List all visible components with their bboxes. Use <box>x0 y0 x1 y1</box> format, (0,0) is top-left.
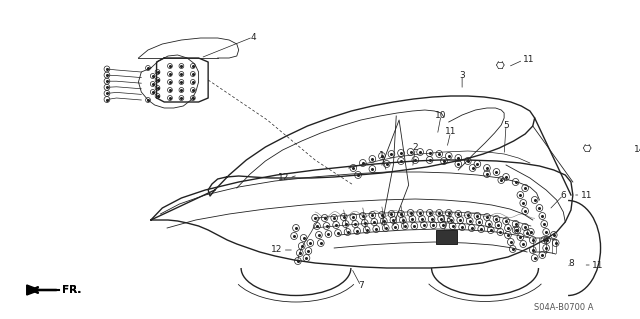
Text: 14: 14 <box>634 145 640 154</box>
Text: 2: 2 <box>413 144 418 152</box>
Text: 10: 10 <box>435 110 447 120</box>
Polygon shape <box>27 285 40 295</box>
Text: 8: 8 <box>568 258 574 268</box>
Text: S04A-B0700 A: S04A-B0700 A <box>534 303 593 313</box>
Text: 5: 5 <box>503 121 509 130</box>
Text: 11: 11 <box>524 56 535 64</box>
Text: 13: 13 <box>441 216 452 225</box>
Text: 6: 6 <box>561 190 566 199</box>
Text: FR.: FR. <box>62 285 81 295</box>
Text: 7: 7 <box>358 281 364 291</box>
Text: 1: 1 <box>379 152 385 160</box>
Text: 11: 11 <box>592 261 604 270</box>
Text: 3: 3 <box>460 70 465 79</box>
Text: 11: 11 <box>445 128 456 137</box>
Text: 4: 4 <box>250 33 256 41</box>
Bar <box>436 230 458 244</box>
Text: 12: 12 <box>278 174 289 182</box>
Text: 12: 12 <box>271 246 283 255</box>
Text: FR.: FR. <box>62 285 81 295</box>
Text: 11: 11 <box>580 190 592 199</box>
